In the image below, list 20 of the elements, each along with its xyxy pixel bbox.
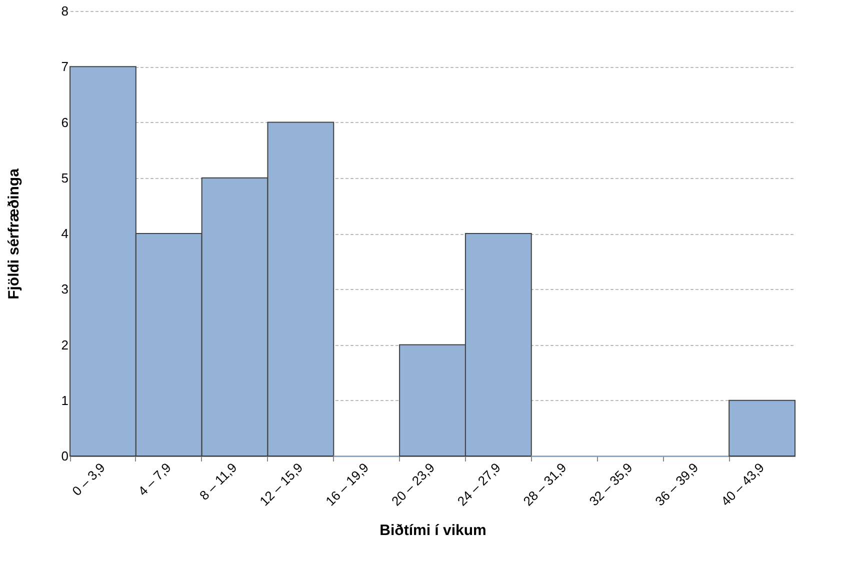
y-tick-label: 8: [61, 4, 68, 18]
x-tick-label: 36 – 39,9: [652, 460, 702, 509]
y-tick-label: 0: [61, 448, 68, 464]
x-tick-label: 40 – 43,9: [718, 460, 767, 509]
y-tick-label: 2: [61, 337, 68, 352]
x-tick-label: 16 – 19,9: [322, 460, 372, 509]
x-axis-title: Biðtími í vikum: [380, 522, 486, 539]
y-axis-title: Fjöldi sérfræðinga: [5, 168, 22, 300]
x-tick-label: 4 – 7,9: [135, 460, 174, 499]
y-tick-label: 7: [61, 59, 68, 74]
x-tick-label: 12 – 15,9: [256, 460, 306, 509]
x-tick-label: 8 – 11,9: [196, 460, 240, 503]
x-tick-label: 28 – 31,9: [520, 460, 570, 509]
y-tick-label: 3: [61, 282, 68, 297]
y-tick-label: 5: [61, 170, 68, 186]
x-tick-label: 32 – 35,9: [586, 460, 636, 509]
y-tick-label: 4: [61, 226, 68, 241]
y-tick-label: 1: [61, 392, 68, 408]
y-tick-label: 6: [61, 114, 68, 130]
x-tick-label: 0 – 3,9: [69, 460, 108, 499]
